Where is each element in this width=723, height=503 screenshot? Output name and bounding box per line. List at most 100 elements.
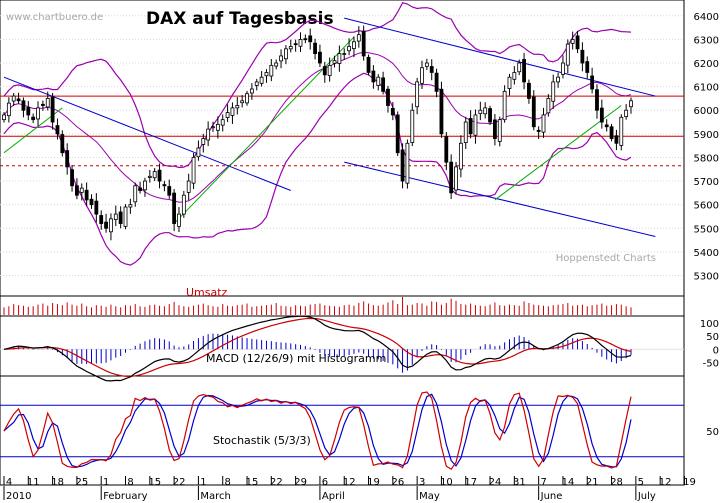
date-tick-label: 11	[27, 477, 40, 488]
candle-body	[128, 204, 133, 208]
candle-body	[181, 194, 186, 215]
price-tick-label: 6400	[694, 12, 719, 23]
candle-body	[356, 34, 361, 42]
candle-body	[94, 200, 99, 215]
candle-body	[376, 76, 381, 86]
candle-body	[415, 81, 420, 108]
volume-bars	[3, 297, 632, 315]
macd-signal-line	[3, 317, 632, 378]
candle-body	[551, 81, 556, 102]
date-tick-label: 12	[343, 477, 356, 488]
stochastic-panel: 50	[0, 391, 719, 471]
candle-body	[157, 169, 162, 182]
date-tick-label: 26	[391, 477, 404, 488]
candle-body	[444, 136, 449, 163]
stochastic-d-line	[3, 393, 632, 468]
candle-body	[556, 76, 560, 83]
price-grid	[0, 15, 684, 276]
date-tick-label: 7	[540, 477, 546, 488]
candle-body	[342, 53, 347, 55]
candle-body	[493, 119, 497, 139]
date-tick-label: 19	[683, 477, 696, 488]
source-label: Hoppenstedt Charts	[556, 253, 656, 264]
candle-body	[21, 100, 26, 111]
macd-panel: 100 50 0 -50	[0, 315, 719, 382]
date-tick-label: 12	[659, 477, 672, 488]
date-tick-label: 1	[200, 477, 206, 488]
candle-body	[395, 114, 400, 154]
candle-body	[143, 180, 147, 191]
candle-body	[152, 171, 157, 179]
bollinger-lower-band	[3, 72, 632, 266]
candle-body	[45, 98, 50, 108]
candle-body	[609, 126, 614, 139]
date-tick-label: 8	[127, 477, 133, 488]
candle-body	[288, 46, 293, 50]
candle-body	[580, 49, 585, 64]
blue-trend-line	[344, 17, 656, 97]
stochastic-panel-frame	[0, 375, 685, 486]
candle-body	[337, 53, 342, 64]
price-tick-label: 5400	[694, 248, 719, 259]
candle-body	[55, 125, 60, 135]
candle-body	[206, 128, 211, 141]
candle-body	[264, 72, 269, 77]
candle-body	[133, 185, 138, 203]
horizontal-lines	[0, 95, 684, 167]
candle-body	[473, 114, 478, 136]
candle-body	[361, 30, 366, 57]
candle-body	[123, 206, 128, 227]
bollinger-bands	[3, 1, 632, 266]
candle-body	[512, 72, 517, 80]
price-axis: 6400 6300 6200 6100 6000 5900 5800 5700 5600 5500…	[694, 12, 719, 283]
candle-body	[254, 81, 259, 86]
candle-body	[434, 72, 439, 92]
candle-body	[172, 192, 177, 224]
stochastic-tick-label: 50	[706, 427, 719, 438]
candle-body	[215, 123, 220, 131]
candle-body	[327, 64, 332, 76]
price-tick-label: 5900	[694, 130, 719, 141]
candle-body	[274, 62, 279, 67]
blue-trend-line	[344, 161, 656, 238]
date-tick-label: 25	[76, 477, 89, 488]
candle-body	[70, 169, 74, 187]
candle-body	[352, 41, 356, 50]
candle-body	[595, 89, 599, 111]
candle-body	[347, 46, 351, 52]
date-tick-label: 14	[562, 477, 575, 488]
chart-title: DAX auf Tagesbasis	[146, 9, 334, 29]
candle-body	[36, 107, 40, 120]
candle-body	[75, 185, 79, 196]
candle-body	[16, 98, 21, 102]
candle-body	[390, 107, 395, 116]
candle-body	[26, 106, 31, 116]
candle-body	[531, 96, 536, 128]
candle-body	[235, 105, 240, 109]
candle-body	[31, 116, 36, 121]
candle-body	[522, 59, 526, 83]
candle-body	[118, 211, 123, 224]
candle-body	[561, 62, 565, 75]
bollinger-upper-band	[3, 1, 632, 169]
candle-body	[463, 121, 468, 143]
candle-body	[109, 218, 113, 233]
candle-body	[147, 175, 152, 178]
candle-body	[230, 107, 235, 116]
candle-body	[502, 90, 507, 121]
candle-body	[177, 213, 181, 227]
candle-body	[488, 108, 492, 123]
candle-body	[629, 100, 633, 108]
candle-body	[565, 43, 570, 66]
candle-body	[386, 88, 390, 106]
month-label: April	[322, 491, 345, 502]
date-tick-label: 3	[419, 477, 425, 488]
candle-body	[6, 102, 11, 117]
candle-body	[186, 180, 191, 193]
candle-body	[293, 43, 298, 46]
candle-body	[478, 109, 483, 114]
watermark: www.chartbuero.de	[6, 12, 103, 23]
candle-body	[541, 114, 546, 133]
date-tick-label: 22	[173, 477, 186, 488]
candle-body	[269, 64, 274, 77]
